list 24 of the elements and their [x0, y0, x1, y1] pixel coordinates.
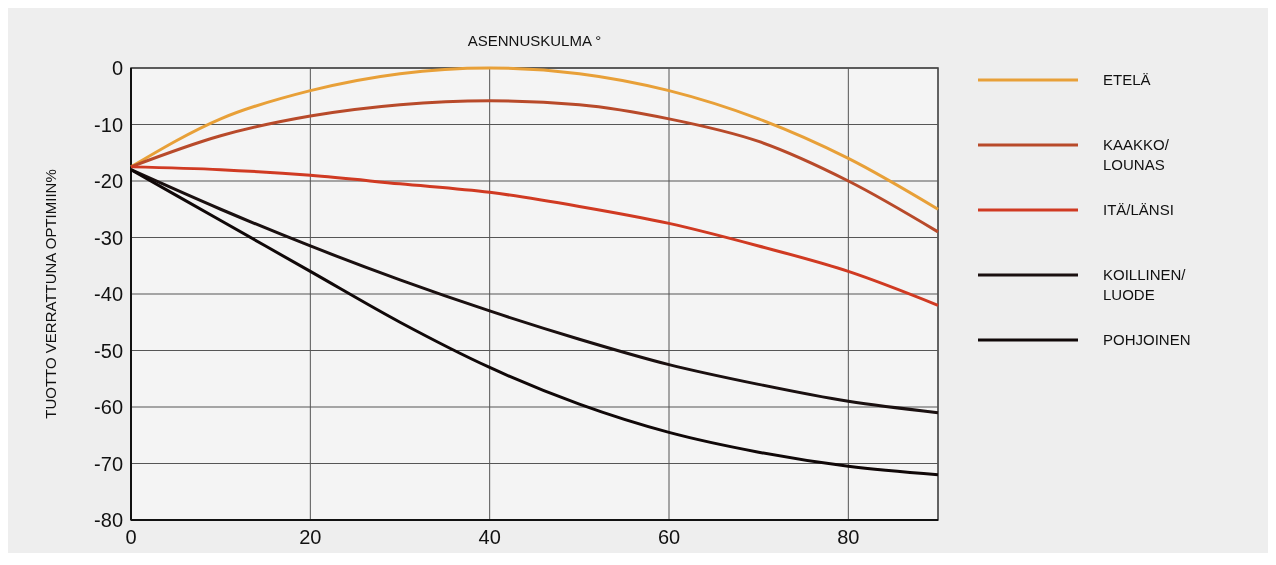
text: ETELÄ	[1103, 71, 1151, 88]
y-tick-label: -10	[94, 113, 123, 136]
text: KOILLINEN/LUODE	[1103, 266, 1187, 303]
x-tick-label: 60	[657, 526, 681, 548]
y-tick-label: -60	[94, 396, 123, 418]
x-tick-label: 80	[837, 526, 860, 548]
line-series	[129, 165, 940, 307]
text: POHJOINEN	[1103, 331, 1191, 348]
line-series	[129, 99, 940, 234]
x-tick-label: 0	[125, 526, 137, 548]
y-tick-label: -30	[94, 226, 123, 249]
x-tick-label: 20	[299, 526, 322, 548]
text: KAAKKO/LOUNAS	[1103, 136, 1170, 173]
x-tick-label: 40	[478, 526, 501, 548]
y-tick-label: -20	[94, 170, 123, 192]
y-tick-label: -50	[94, 339, 123, 362]
x-axis-title: ASENNUSKULMA °	[467, 32, 602, 49]
text: ITÄ/LÄNSI	[1103, 201, 1174, 218]
line-series	[129, 66, 940, 211]
y-tick-label: 0	[111, 57, 123, 79]
y-axis-title: TUOTTO VERRATTUNA OPTIMIIN%	[42, 169, 59, 419]
y-tick-label: -80	[94, 509, 123, 531]
y-tick-label: -40	[94, 283, 123, 305]
y-tick-label: -70	[94, 452, 123, 475]
